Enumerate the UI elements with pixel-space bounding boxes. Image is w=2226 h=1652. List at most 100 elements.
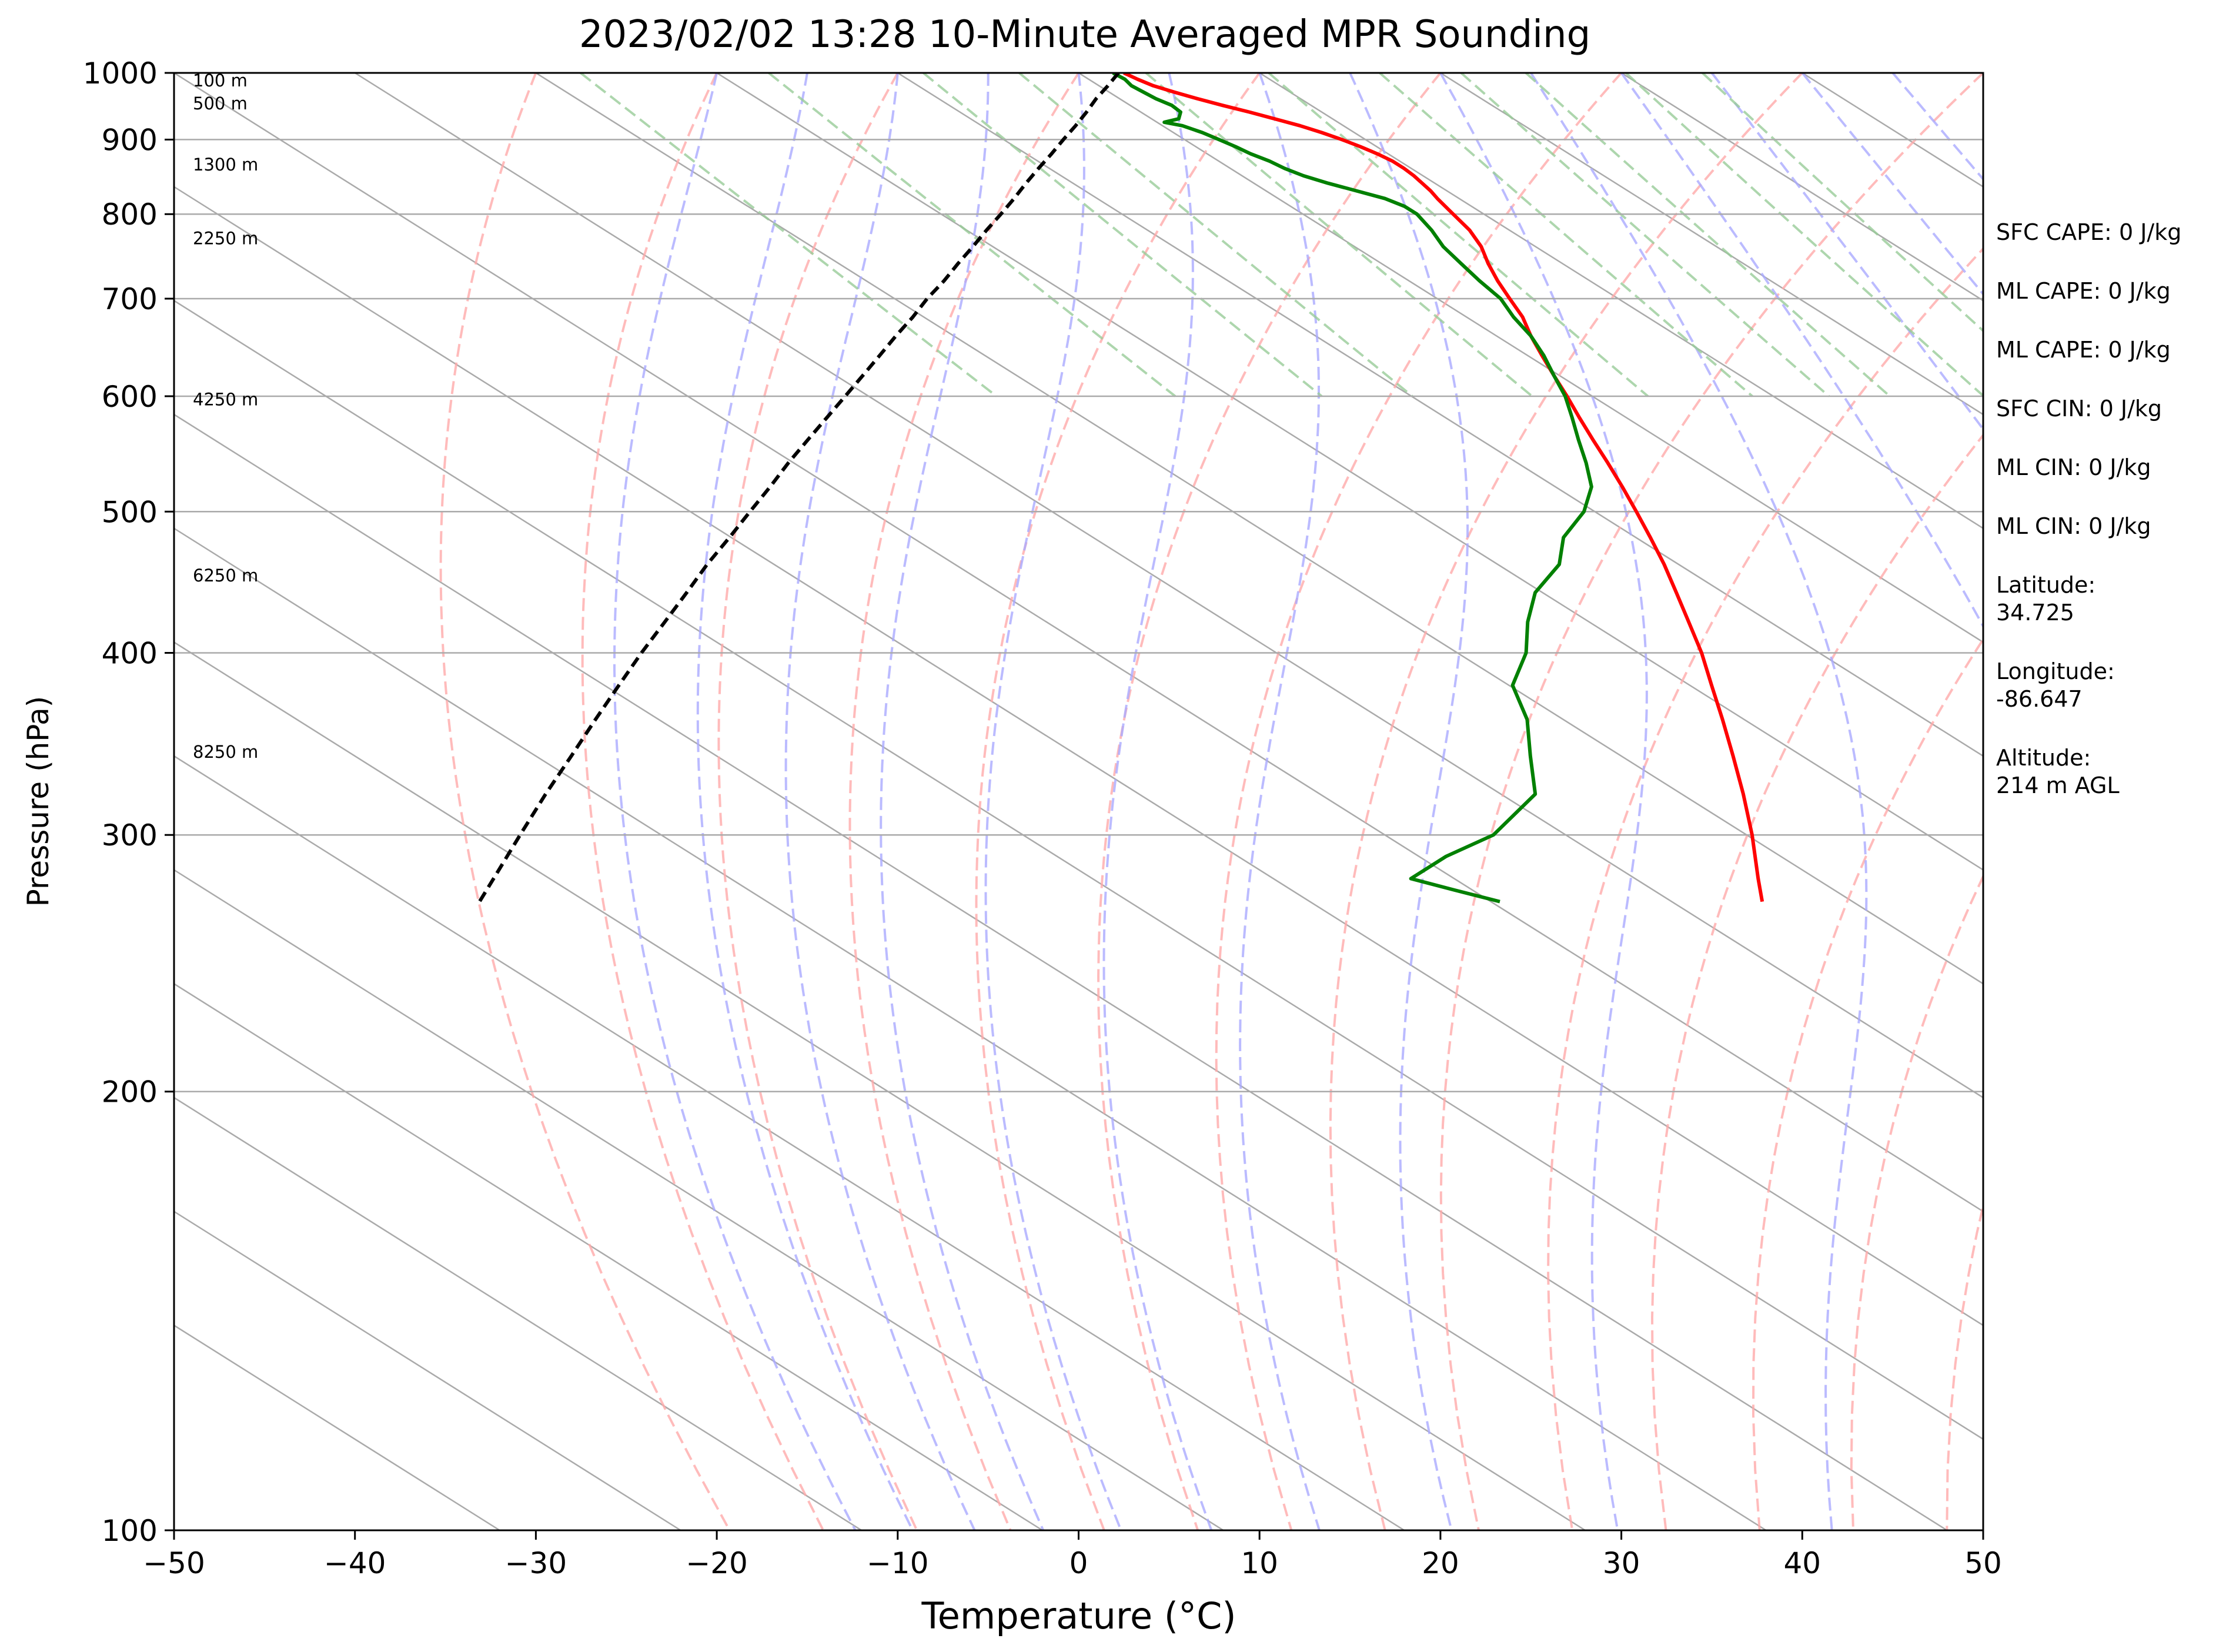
y-tick-label: 200 — [102, 1075, 158, 1109]
mixing-ratio-line — [1018, 73, 1413, 397]
isotherm-line — [174, 869, 1224, 1530]
x-axis: −50 −40 −30 −20 −10 0 10 20 30 40 50 — [143, 1530, 2002, 1580]
height-label: 8250 m — [193, 742, 258, 762]
isobar-grid — [174, 73, 1983, 1530]
moist-adiabat-line — [1891, 73, 1983, 181]
stat-longitude-value: -86.647 — [1996, 686, 2083, 712]
plot-frame — [173, 72, 1984, 1531]
isotherm-line — [174, 1324, 500, 1530]
dry-adiabat-line — [1215, 73, 1623, 1530]
x-axis-label: Temperature (°C) — [921, 1594, 1236, 1637]
stat-altitude-label: Altitude: — [1996, 745, 2091, 771]
dry-adiabat-line — [1547, 247, 1983, 1530]
stat-value: 0 J/kg — [2118, 219, 2182, 245]
isotherm-line — [1440, 73, 1983, 416]
height-label: 1300 m — [193, 155, 258, 175]
mixing-ratio-line — [923, 73, 1323, 397]
background-guide-lines — [174, 73, 1983, 1530]
x-tick-label: −40 — [324, 1546, 386, 1580]
stat-label: ML CAPE: — [1996, 278, 2101, 304]
dry-adiabat-line — [1329, 73, 1803, 1530]
y-tick-label: 1000 — [83, 56, 158, 91]
parcel-profile-line — [478, 73, 1120, 903]
moist-adiabat-line — [1239, 73, 1321, 1530]
isotherm-line — [355, 73, 1983, 1099]
height-label: 500 m — [193, 93, 248, 113]
x-tick-label: −10 — [867, 1546, 929, 1580]
y-tick-label: 800 — [102, 198, 158, 232]
stat-label: SFC CIN: — [1996, 396, 2093, 422]
moist-adiabat-line — [1102, 73, 1213, 1530]
dry-adiabat-line — [581, 73, 824, 1530]
stat-value: 0 J/kg — [2088, 513, 2151, 539]
moist-adiabat-line — [1349, 73, 1469, 1530]
stat-label: SFC CAPE: — [1996, 219, 2112, 245]
mixing-ratio-line — [1268, 73, 1649, 397]
stat-value: 0 J/kg — [2108, 337, 2171, 363]
y-axis-label: Pressure (hPa) — [21, 696, 55, 907]
moist-adiabat-line — [984, 73, 1122, 1530]
sounding-stats-panel: SFC CAPE: 0 J/kg ML CAPE: 0 J/kg ML CAPE… — [1996, 219, 2181, 800]
mixing-ratio-line — [1625, 73, 1983, 397]
stat-sfc-cape: SFC CAPE: 0 J/kg — [1996, 219, 2181, 246]
moist-adiabat-line — [784, 73, 976, 1530]
temperature-profile-line — [1123, 73, 1764, 902]
moist-adiabat-line — [880, 73, 1045, 1530]
stat-value: 0 J/kg — [2099, 396, 2163, 422]
dry-adiabat-line — [1439, 73, 1983, 1530]
isotherm-line — [174, 299, 1983, 1440]
y-axis: 1000 900 800 700 600 500 400 300 200 100 — [83, 56, 174, 1548]
sounding-profiles — [478, 73, 1764, 904]
moist-adiabat-line — [613, 73, 857, 1530]
dry-adiabat-line — [717, 73, 918, 1530]
moist-adiabat-line — [696, 73, 914, 1530]
isotherm-line — [1078, 73, 1983, 643]
dry-adiabat-line — [1752, 637, 1983, 1530]
height-label: 2250 m — [193, 228, 258, 248]
dry-adiabat-line — [439, 73, 731, 1530]
dry-adiabat-line — [975, 73, 1261, 1530]
isotherm-line — [1259, 73, 1983, 530]
y-tick-label: 300 — [102, 818, 158, 852]
dewpoint-profile-line — [1112, 73, 1593, 904]
y-tick-label: 900 — [102, 123, 158, 157]
x-tick-label: −50 — [143, 1546, 205, 1580]
y-tick-label: 400 — [102, 636, 158, 670]
isotherm-line — [174, 1210, 681, 1530]
stat-ml-cape-2: ML CAPE: 0 J/kg — [1996, 336, 2181, 364]
x-tick-label: −20 — [686, 1546, 748, 1580]
stat-latitude-value: 34.725 — [1996, 600, 2074, 626]
x-tick-label: 20 — [1422, 1546, 1459, 1580]
dry-adiabat-line — [848, 73, 1080, 1530]
isotherm-line — [174, 982, 1043, 1530]
y-tick-label: 600 — [102, 380, 158, 414]
stat-ml-cin-2: ML CIN: 0 J/kg — [1996, 513, 2181, 540]
chart-title: 2023/02/02 13:28 10-Minute Averaged MPR … — [579, 13, 1591, 56]
stat-label: ML CIN: — [1996, 513, 2082, 539]
isotherm-line — [174, 186, 1983, 1326]
moist-adiabat-line — [1801, 73, 1983, 296]
x-tick-label: 10 — [1241, 1546, 1278, 1580]
stat-latitude-label: Latitude: — [1996, 572, 2096, 598]
height-label: 4250 m — [193, 389, 258, 409]
dry-adiabat-line — [1650, 433, 1983, 1530]
isotherm-line — [174, 641, 1586, 1530]
stat-label: ML CIN: — [1996, 454, 2082, 480]
height-label: 6250 m — [193, 566, 258, 586]
x-tick-label: −30 — [505, 1546, 567, 1580]
x-tick-label: 0 — [1069, 1546, 1088, 1580]
stat-label: ML CAPE: — [1996, 337, 2101, 363]
moist-adiabat-line — [1620, 73, 1983, 629]
isotherm-line — [716, 73, 1983, 871]
isotherm-line — [535, 73, 1983, 985]
isotherm-line — [897, 73, 1983, 757]
y-tick-label: 700 — [102, 282, 158, 316]
stat-altitude-value: 214 m AGL — [1996, 773, 2120, 798]
mixing-ratio-line — [580, 73, 998, 397]
isotherm-line — [174, 413, 1948, 1530]
stat-value: 0 J/kg — [2088, 454, 2151, 480]
x-tick-label: 30 — [1603, 1546, 1640, 1580]
moist-adiabat-line — [1530, 73, 1868, 1530]
